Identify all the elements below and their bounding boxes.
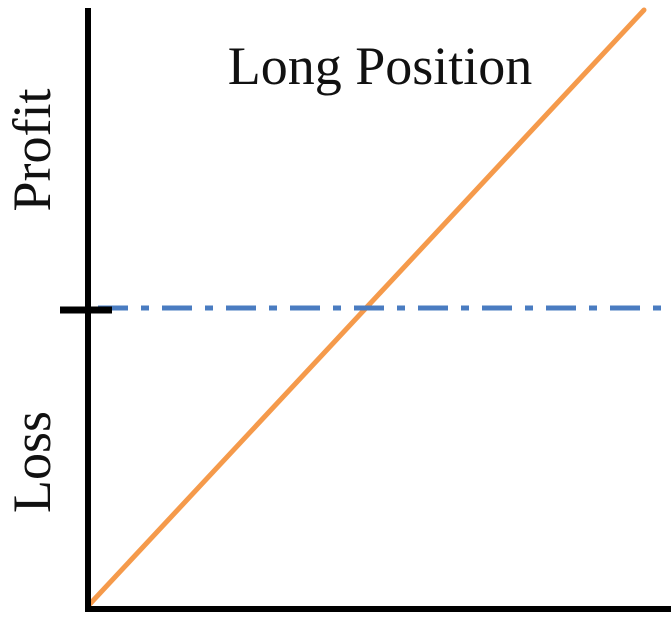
profit-label: Profit: [2, 88, 62, 211]
loss-label: Loss: [2, 411, 62, 513]
diagram-title: Long Position: [228, 36, 533, 96]
